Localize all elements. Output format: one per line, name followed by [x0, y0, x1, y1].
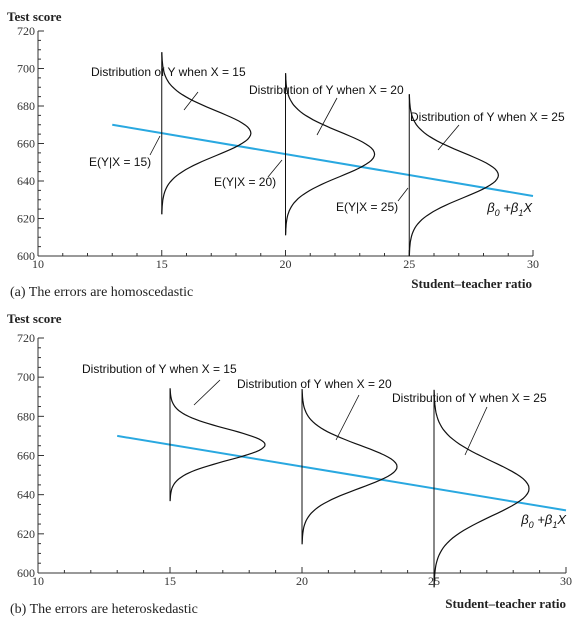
- regression-label: β0 +β1X: [520, 512, 567, 530]
- x-tick-label: 10: [32, 257, 44, 271]
- distribution-label: Distribution of Y when X = 25: [410, 110, 565, 124]
- regression-label-part: X: [522, 200, 533, 215]
- y-axis-label: Test score: [7, 311, 62, 326]
- regression-label-part: 1: [552, 520, 557, 530]
- distribution-label: Distribution of Y when X = 20: [237, 377, 392, 391]
- distribution-leader: [193, 379, 221, 406]
- distribution-leader: [316, 97, 338, 136]
- x-tick-label: 15: [164, 574, 176, 588]
- regression-line: [112, 123, 534, 197]
- y-tick-label: 640: [17, 488, 35, 502]
- distribution-curve: [301, 389, 398, 545]
- distribution-curve: [285, 73, 376, 236]
- distribution-label: Distribution of Y when X = 20: [249, 83, 404, 97]
- x-tick-label: 30: [527, 257, 539, 271]
- panel-caption: (a) The errors are homoscedastic: [10, 285, 193, 300]
- regression-label-part: 0: [495, 208, 500, 218]
- x-axis-label: Student–teacher ratio: [445, 596, 566, 611]
- x-tick-label: 10: [32, 574, 44, 588]
- regression-label-part: +β: [534, 512, 553, 527]
- y-tick-label: 680: [17, 409, 35, 423]
- distribution-label: Distribution of Y when X = 15: [82, 362, 237, 376]
- distribution-curve: [433, 389, 530, 588]
- y-tick-label: 640: [17, 174, 35, 188]
- y-tick-label: 660: [17, 137, 35, 151]
- y-tick-label: 720: [17, 24, 35, 38]
- distribution-curve: [408, 94, 500, 257]
- distribution-label: Distribution of Y when X = 15: [91, 65, 246, 79]
- x-tick-label: 20: [280, 257, 292, 271]
- y-tick-label: 720: [17, 331, 35, 345]
- regression-line: [117, 434, 567, 512]
- x-tick-label: 15: [156, 257, 168, 271]
- conditional-mean-label: E(Y|X = 15): [89, 155, 151, 169]
- regression-label-part: 1: [518, 208, 523, 218]
- y-tick-label: 620: [17, 212, 35, 226]
- conditional-mean-label: E(Y|X = 20): [214, 175, 276, 189]
- x-tick-label: 30: [560, 574, 572, 588]
- conditional-mean-leader: [397, 187, 409, 202]
- regression-label-part: +β: [500, 200, 519, 215]
- regression-label-part: β: [520, 512, 529, 527]
- x-axis-label: Student–teacher ratio: [411, 276, 532, 291]
- panel-caption: (b) The errors are heteroskedastic: [10, 602, 198, 617]
- y-tick-label: 600: [17, 566, 35, 580]
- y-tick-label: 700: [17, 370, 35, 384]
- y-tick-label: 620: [17, 527, 35, 541]
- y-tick-label: 660: [17, 449, 35, 463]
- distribution-curve: [169, 388, 266, 502]
- y-tick-label: 600: [17, 249, 35, 263]
- conditional-mean-leader: [149, 135, 161, 156]
- regression-label-part: β: [486, 200, 495, 215]
- x-tick-label: 25: [403, 257, 415, 271]
- regression-label-part: X: [556, 512, 567, 527]
- y-tick-label: 680: [17, 99, 35, 113]
- distribution-leader: [183, 91, 199, 111]
- conditional-mean-label: E(Y|X = 25): [336, 200, 398, 214]
- distribution-label: Distribution of Y when X = 25: [392, 391, 547, 405]
- distribution-leader: [437, 124, 460, 151]
- y-axis-label: Test score: [7, 9, 62, 24]
- y-tick-label: 700: [17, 62, 35, 76]
- conditional-mean-leader: [267, 159, 283, 178]
- distribution-leader: [335, 394, 360, 441]
- distribution-curve: [161, 52, 252, 215]
- regression-label: β0 +β1X: [486, 200, 533, 218]
- x-tick-label: 20: [296, 574, 308, 588]
- distribution-leader: [464, 406, 488, 456]
- regression-label-part: 0: [529, 520, 534, 530]
